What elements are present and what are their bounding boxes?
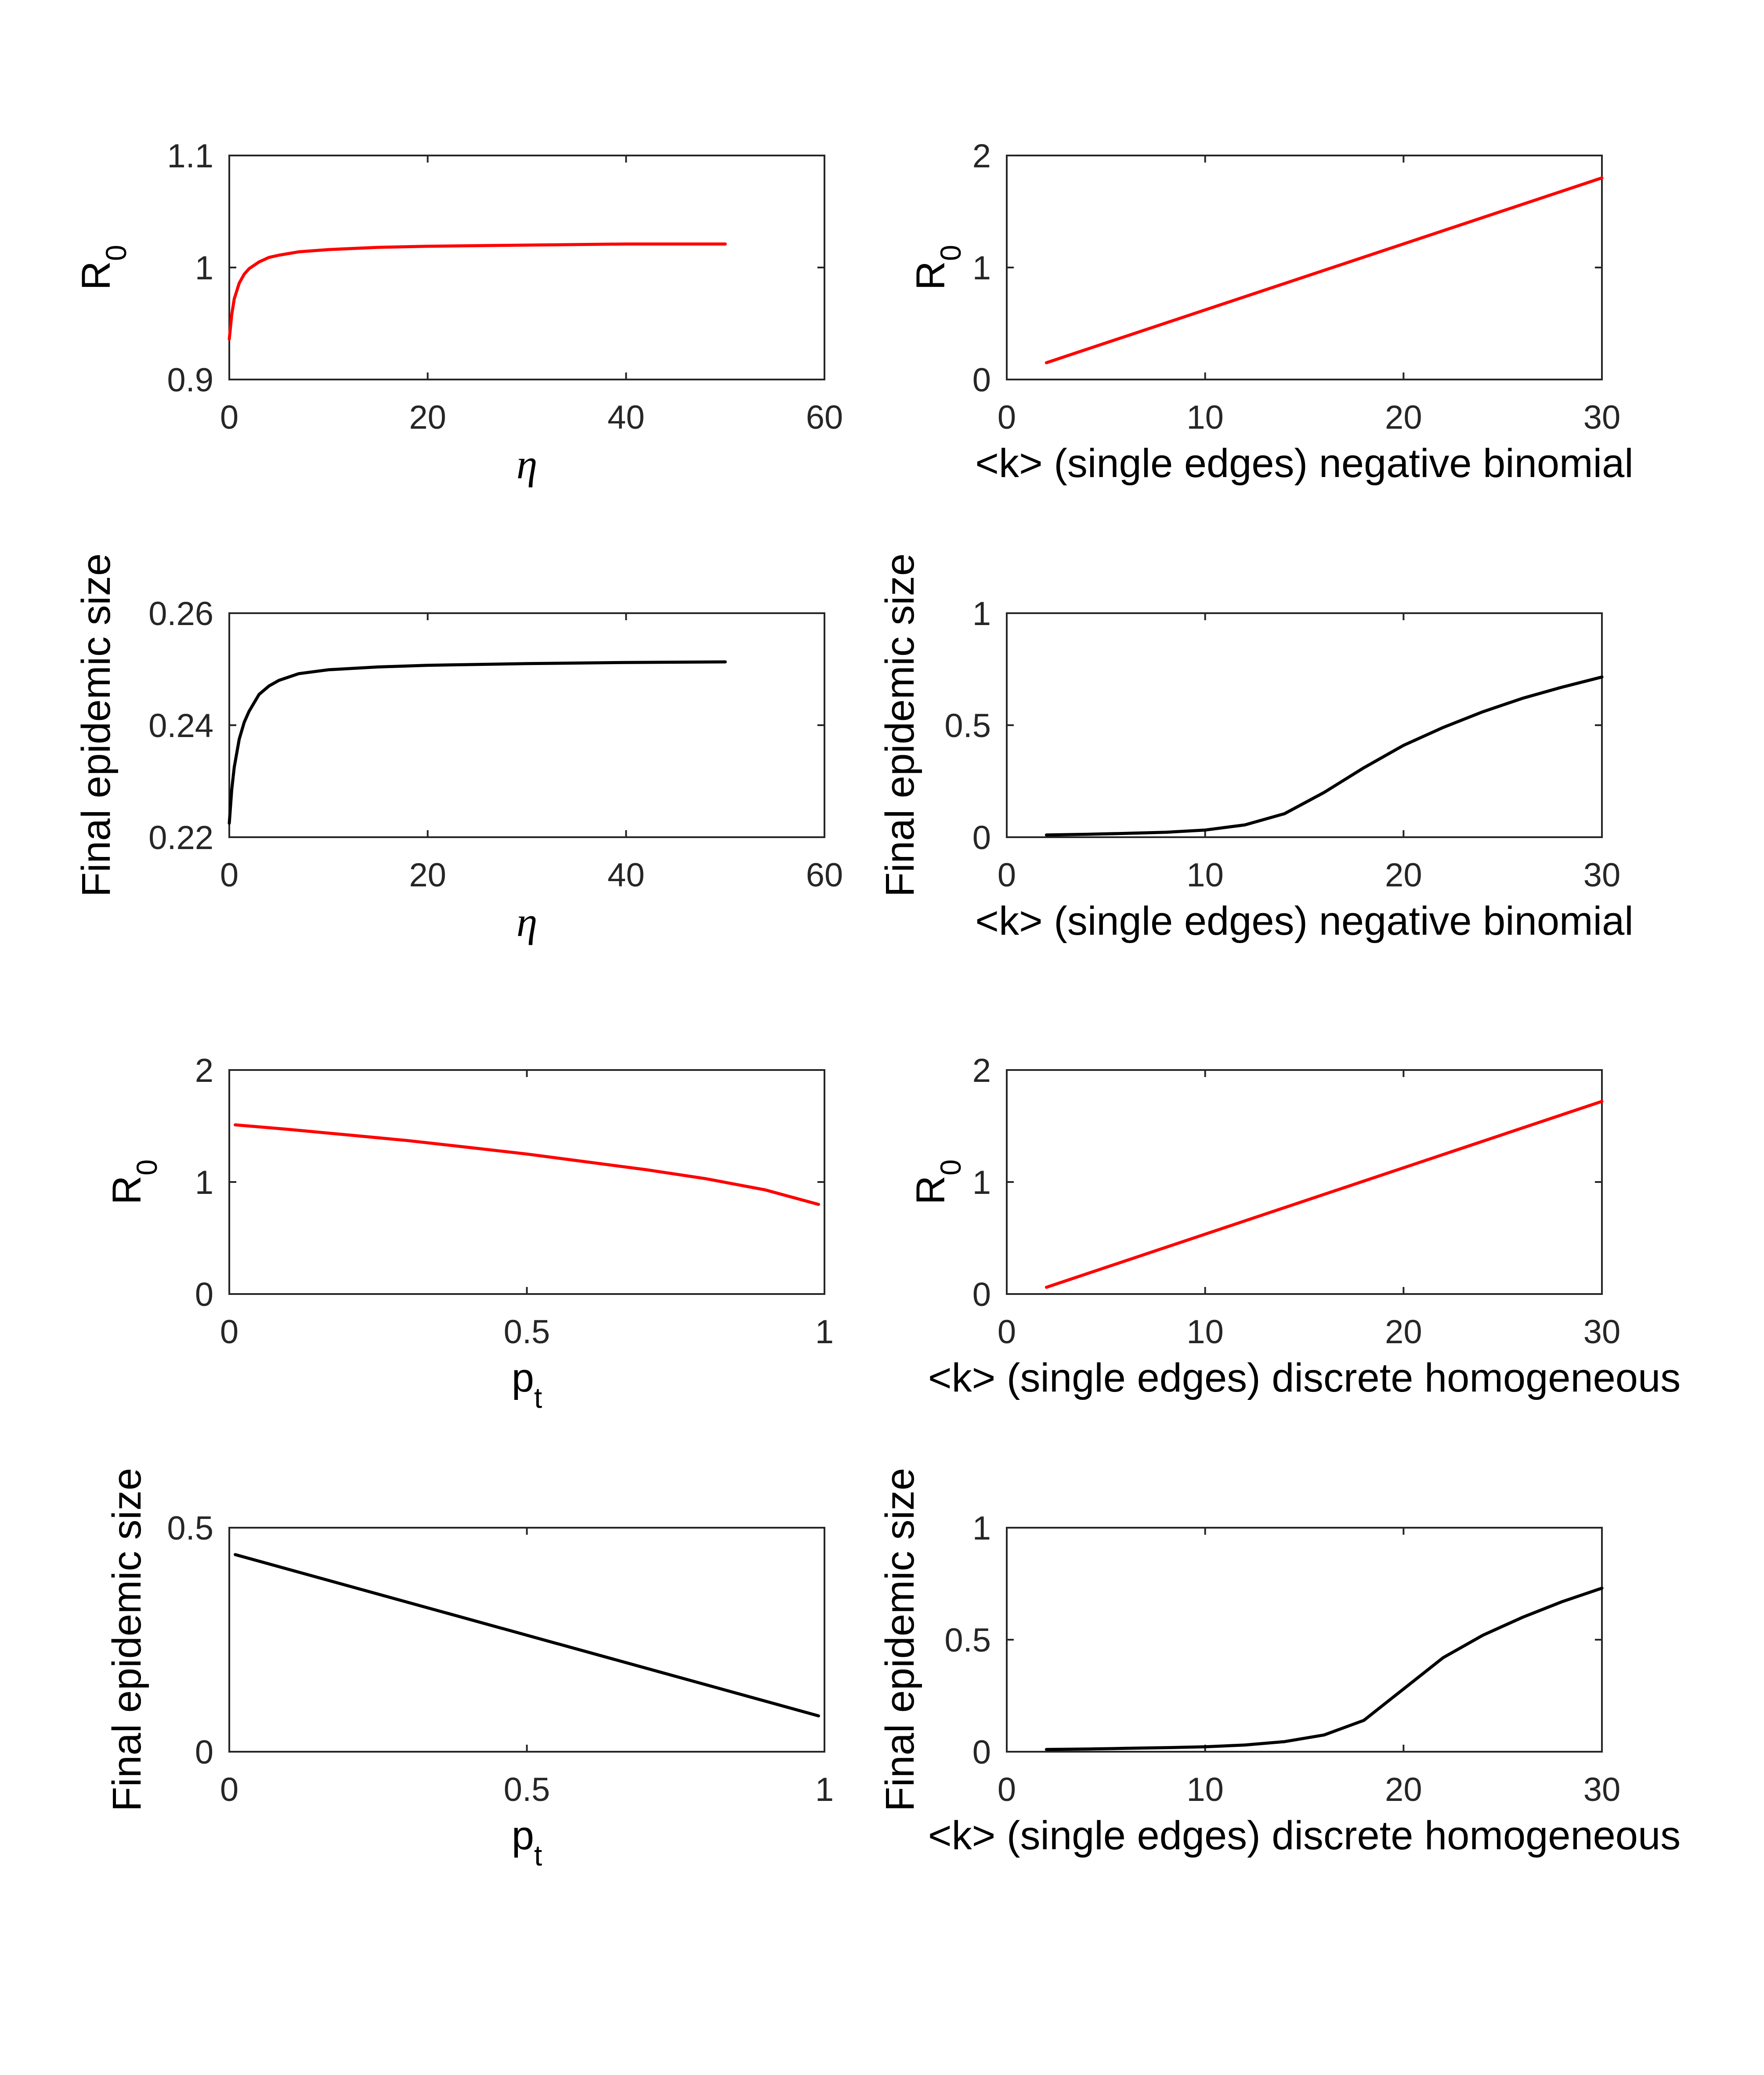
x-axis-label: <k> (single edges) discrete homogeneous <box>928 1356 1681 1400</box>
series-line <box>228 660 727 825</box>
y-tick-label: 0 <box>972 1734 991 1771</box>
y-tick-label: 0 <box>972 361 991 399</box>
x-tick-label: 60 <box>806 399 843 436</box>
y-tick-label: 0 <box>972 1276 991 1313</box>
series-line <box>1045 675 1604 837</box>
chart-panel-2: 0 10 20 30 0 1 2 <k> (single edges) negative bi… <box>908 137 1634 486</box>
y-tick-label: 1 <box>972 249 991 287</box>
series-line <box>228 242 727 341</box>
y-tick-label: 2 <box>972 137 991 175</box>
x-axis-label: pt <box>512 1813 542 1872</box>
y-axis-label: R0 <box>908 245 967 290</box>
x-tick-label: 20 <box>1385 1771 1422 1808</box>
y-axis-label: R0 <box>908 1159 967 1204</box>
y-tick-label: 0 <box>972 819 991 857</box>
x-tick-label: 0.5 <box>504 1771 550 1808</box>
x-tick-label: 30 <box>1583 1313 1621 1351</box>
y-tick-label: 0.5 <box>167 1510 213 1547</box>
x-tick-label: 10 <box>1186 1771 1224 1808</box>
y-tick-label: 2 <box>972 1052 991 1089</box>
chart-panel-1: 0 20 40 60 0.9 1 1.1 η R0 <box>74 137 843 488</box>
x-tick-label: 0 <box>998 857 1016 894</box>
chart-panel-6: 0 10 20 30 0 1 2 <k> (single edges) discrete ho… <box>908 1052 1681 1400</box>
x-tick-label: 10 <box>1186 399 1224 436</box>
x-tick-label: 20 <box>1385 399 1422 436</box>
chart-panel-4: 0 10 20 30 0 0.5 1 <k> (single edges) negative … <box>878 553 1634 944</box>
y-tick-label: 0.24 <box>148 707 213 745</box>
y-axis-label: Final epidemic size <box>878 553 922 897</box>
chart-panel-3: 0 20 40 60 0.22 0.24 0.26 η Final epidemic size <box>74 553 843 945</box>
y-tick-label: 1 <box>972 1510 991 1547</box>
y-tick-label: 1 <box>972 1164 991 1201</box>
x-tick-label: 20 <box>1385 857 1422 894</box>
series-line <box>234 1553 820 1717</box>
x-tick-label: 60 <box>806 857 843 894</box>
x-tick-label: 10 <box>1186 1313 1224 1351</box>
x-tick-label: 0 <box>998 1771 1016 1808</box>
x-axis-label: η <box>517 898 538 945</box>
x-tick-label: 0 <box>998 399 1016 436</box>
x-axis-label: <k> (single edges) negative binomial <box>975 899 1633 944</box>
x-tick-label: 30 <box>1583 1771 1621 1808</box>
y-tick-label: 0.26 <box>148 595 213 633</box>
y-tick-label: 2 <box>195 1052 213 1089</box>
x-axis-label: <k> (single edges) negative binomial <box>975 441 1633 486</box>
x-tick-label: 30 <box>1583 399 1621 436</box>
x-tick-label: 0 <box>220 399 239 436</box>
x-tick-label: 40 <box>607 857 645 894</box>
series-line <box>1045 1587 1604 1751</box>
x-axis-label: η <box>517 441 538 488</box>
x-tick-label: 1 <box>815 1771 834 1808</box>
y-axis-label: Final epidemic size <box>878 1468 922 1811</box>
x-axis-label: pt <box>512 1356 542 1414</box>
y-tick-label: 0.22 <box>148 819 213 857</box>
y-tick-label: 1 <box>972 595 991 633</box>
y-axis-label: Final epidemic size <box>74 553 119 897</box>
x-tick-label: 20 <box>409 857 446 894</box>
x-axis-label: <k> (single edges) discrete homogeneous <box>928 1813 1681 1858</box>
x-tick-label: 40 <box>607 399 645 436</box>
x-tick-label: 20 <box>409 399 446 436</box>
series-line <box>1045 1099 1604 1289</box>
x-tick-label: 0 <box>220 1771 239 1808</box>
x-tick-label: 0 <box>220 1313 239 1351</box>
x-tick-label: 1 <box>815 1313 834 1351</box>
y-tick-label: 0.9 <box>167 361 213 399</box>
x-tick-label: 20 <box>1385 1313 1422 1351</box>
x-tick-label: 0 <box>220 857 239 894</box>
y-axis-label: Final epidemic size <box>105 1468 149 1811</box>
y-tick-label: 1 <box>195 249 213 287</box>
y-tick-label: 1.1 <box>167 137 213 175</box>
x-tick-label: 0 <box>998 1313 1016 1351</box>
y-tick-label: 0.5 <box>944 707 991 745</box>
x-tick-label: 0.5 <box>504 1313 550 1351</box>
series-line <box>1045 176 1604 365</box>
chart-panel-8: 0 10 20 30 0 0.5 1 <k> (single edges) discrete … <box>878 1468 1681 1858</box>
y-tick-label: 0 <box>195 1734 213 1771</box>
chart-panel-7: 0 0.5 1 0 0.5 pt Final epidemic size <box>105 1468 834 1872</box>
x-tick-label: 30 <box>1583 857 1621 894</box>
y-tick-label: 1 <box>195 1164 213 1201</box>
series-line <box>234 1123 820 1206</box>
y-tick-label: 0.5 <box>944 1622 991 1659</box>
chart-panel-5: 0 0.5 1 0 1 2 pt R0 <box>105 1052 834 1414</box>
y-axis-label: R0 <box>74 245 132 290</box>
y-tick-label: 0 <box>195 1276 213 1313</box>
y-axis-label: R0 <box>105 1159 163 1204</box>
x-tick-label: 10 <box>1186 857 1224 894</box>
